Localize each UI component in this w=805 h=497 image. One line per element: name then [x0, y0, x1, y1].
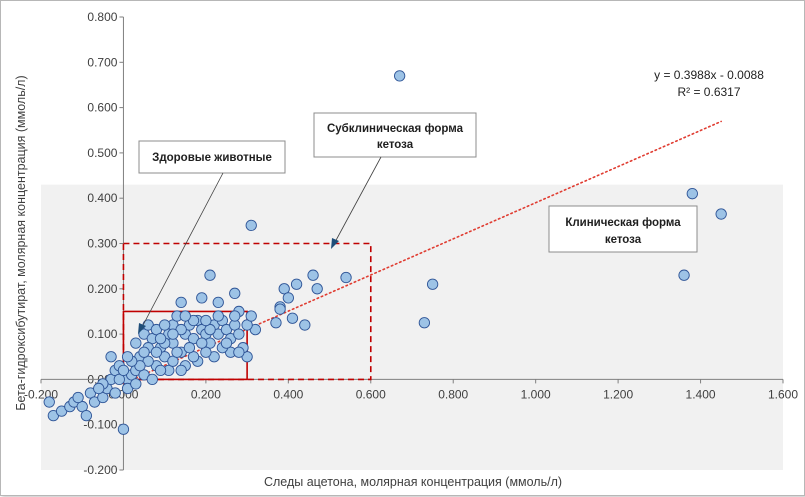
- annotation-clinical-line2: кетоза: [605, 234, 642, 246]
- data-point: [130, 378, 142, 390]
- data-point: [340, 271, 352, 284]
- data-point: [229, 310, 241, 322]
- annotation-box-subclinical: [313, 112, 477, 158]
- data-point: [196, 337, 208, 349]
- data-point: [183, 342, 196, 354]
- data-point: [245, 310, 257, 322]
- data-point: [233, 346, 245, 358]
- data-point: [105, 351, 117, 363]
- data-point: [200, 314, 212, 327]
- region-subclinical: [122, 242, 372, 381]
- data-point: [175, 364, 187, 376]
- data-point: [146, 373, 158, 386]
- annotation-box-clinical: [548, 205, 698, 253]
- annotation-healthy-arrowhead: [138, 323, 146, 334]
- annotation-subclinical-line1: Субклиническая форма: [327, 123, 464, 135]
- annotation-subclinical-line2: кетоза: [377, 139, 414, 151]
- y-tick-label: 0.400: [87, 191, 117, 205]
- data-point: [117, 364, 130, 376]
- data-point: [245, 219, 257, 232]
- annotation-clinical-line1: Клиническая форма: [565, 217, 681, 229]
- data-point: [179, 310, 191, 322]
- data-point: [80, 409, 92, 422]
- data-point: [171, 346, 183, 358]
- data-point: [282, 292, 294, 304]
- x-tick-label: 0.800: [438, 387, 468, 401]
- trendline-equation: y = 0.3988x - 0.0088: [654, 68, 764, 82]
- data-point: [138, 346, 150, 358]
- data-point: [715, 208, 727, 220]
- y-axis-title: Бета-гидроксибутират, молярная концентра…: [14, 75, 28, 410]
- x-tick-label: 0.200: [191, 387, 221, 401]
- y-tick-label: 0.600: [87, 101, 117, 115]
- data-point: [204, 269, 216, 281]
- data-point: [270, 317, 282, 329]
- data-point: [311, 283, 323, 295]
- data-point: [233, 328, 245, 340]
- data-point: [686, 188, 698, 200]
- data-point: [307, 269, 319, 281]
- data-point: [220, 337, 233, 349]
- y-tick-label: 0.500: [87, 146, 117, 160]
- data-point: [212, 296, 224, 309]
- data-point: [290, 278, 303, 290]
- data-point: [299, 319, 311, 331]
- y-tick-label: -0.200: [83, 463, 117, 477]
- data-point: [212, 310, 224, 322]
- x-axis-title: Следы ацетона, молярная концентрация (мм…: [264, 475, 562, 489]
- data-point: [109, 387, 121, 399]
- data-point: [93, 382, 105, 395]
- data-point: [72, 391, 84, 404]
- data-point: [154, 332, 167, 345]
- data-point: [130, 337, 142, 349]
- x-tick-label: 1.200: [603, 387, 633, 401]
- annotation-subclinical-arrowhead: [331, 238, 339, 249]
- data-point: [121, 351, 134, 363]
- y-tick-label: -0.100: [83, 418, 117, 432]
- x-tick-label: 0.600: [356, 387, 386, 401]
- y-tick-label: 0.800: [87, 10, 117, 24]
- data-point: [117, 423, 130, 435]
- data-point: [286, 312, 299, 324]
- data-point: [159, 319, 171, 331]
- y-tick-label: 0.100: [87, 327, 117, 341]
- annotation-subclinical-arrow: [333, 156, 382, 245]
- trendline-r-squared: R² = 0.6317: [677, 85, 740, 99]
- annotation-box-healthy: [138, 140, 286, 174]
- x-tick-label: 1.000: [521, 387, 551, 401]
- data-point: [426, 278, 439, 290]
- data-point: [418, 317, 431, 329]
- x-tick-label: 0.400: [273, 387, 303, 401]
- data-point: [274, 303, 286, 315]
- data-point: [196, 292, 208, 304]
- data-point: [154, 364, 167, 376]
- x-tick-label: 1.600: [768, 387, 798, 401]
- data-point: [229, 287, 241, 299]
- data-point: [43, 396, 55, 408]
- y-tick-label: 0.200: [87, 282, 117, 296]
- data-point: [175, 296, 187, 309]
- data-point: [678, 269, 690, 281]
- data-point: [167, 328, 179, 340]
- annotation-healthy-text: Здоровые животные: [152, 152, 272, 164]
- annotation-healthy-arrow: [140, 172, 224, 330]
- y-tick-label: 0.300: [87, 237, 117, 251]
- data-point: [393, 70, 406, 82]
- data-point: [150, 346, 163, 358]
- y-tick-label: 0.700: [87, 55, 117, 69]
- x-tick-label: 1.400: [686, 387, 716, 401]
